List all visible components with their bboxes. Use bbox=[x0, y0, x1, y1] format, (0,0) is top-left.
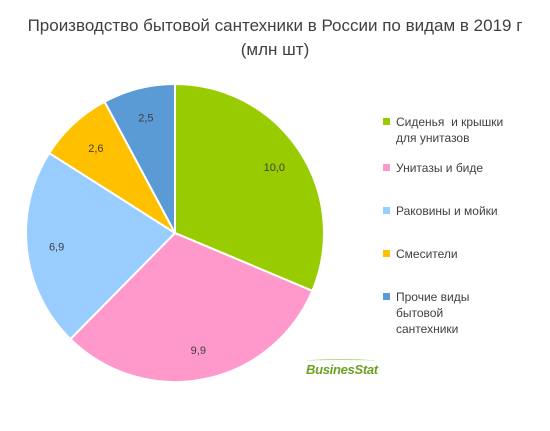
legend-label-1: Сиденья и крышки для унитазов bbox=[396, 114, 536, 146]
legend-label-line: Прочие виды bbox=[396, 290, 470, 304]
legend-label-line: для унитазов bbox=[396, 131, 470, 145]
pie-slice-5 bbox=[103, 82, 176, 234]
pie-data-label-1: 10,0 bbox=[264, 162, 285, 174]
pie-data-label-3: 6,9 bbox=[49, 242, 64, 254]
legend-swatch-2 bbox=[383, 164, 390, 171]
legend-label-line: Смесители bbox=[396, 247, 458, 261]
pie-data-label-2: 9,9 bbox=[191, 345, 206, 357]
brand-logo-mark bbox=[307, 359, 375, 363]
brand-watermark: BusinesStat bbox=[306, 362, 378, 377]
legend-label-5: Прочие виды бытовой сантехники bbox=[396, 289, 536, 337]
pie-slices bbox=[25, 82, 325, 383]
legend-label-2: Унитазы и биде bbox=[396, 160, 536, 176]
pie-data-labels: 10,0 9,9 6,9 2,6 2,5 bbox=[49, 112, 285, 357]
legend-label-3: Раковины и мойки bbox=[396, 203, 536, 219]
legend-swatch-4 bbox=[383, 250, 390, 257]
legend-label-line: Унитазы и биде bbox=[396, 161, 484, 175]
legend-swatch-5 bbox=[383, 293, 390, 300]
legend-label-4: Смесители bbox=[396, 246, 536, 262]
chart-title-line-2: (млн шт) bbox=[240, 40, 310, 59]
pie-data-label-4: 2,6 bbox=[88, 143, 103, 155]
pie-slice-3 bbox=[25, 151, 177, 341]
pie-slice-1 bbox=[174, 82, 325, 293]
legend-label-line: бытовой bbox=[396, 306, 444, 320]
legend-swatch-3 bbox=[383, 207, 390, 214]
pie-slice-2 bbox=[69, 231, 314, 383]
legend-swatch-1 bbox=[383, 118, 390, 125]
legend-label-line: Раковины и мойки bbox=[396, 204, 498, 218]
legend-label-line: Сиденья и крышки bbox=[396, 115, 504, 129]
chart-title-line-1: Производство бытовой сантехники в России… bbox=[27, 16, 523, 35]
pie-data-label-5: 2,5 bbox=[138, 112, 153, 124]
chart-title: Производство бытовой сантехники в России… bbox=[0, 14, 550, 62]
legend-label-line: сантехники bbox=[396, 322, 459, 336]
